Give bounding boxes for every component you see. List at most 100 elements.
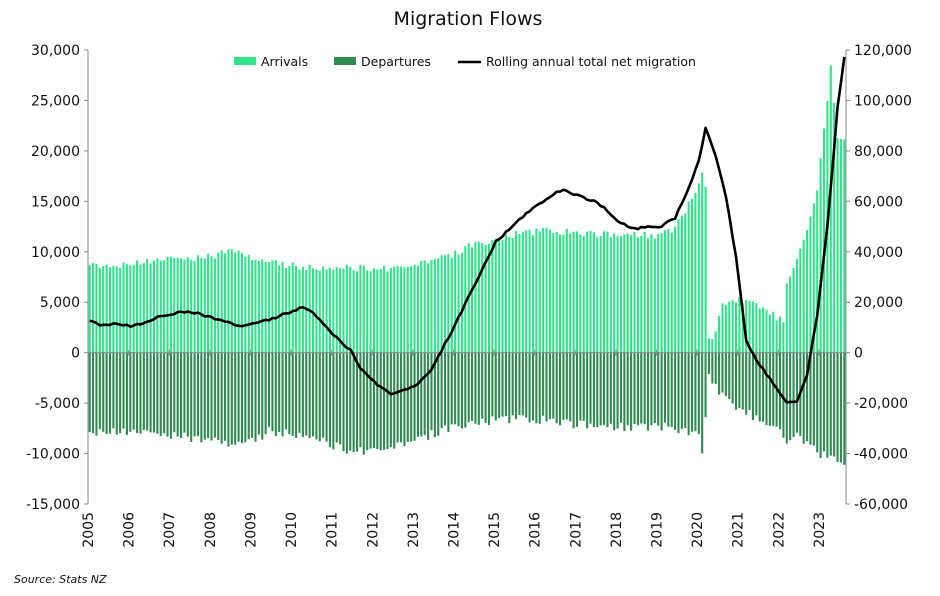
arrivals-bar: [481, 243, 484, 353]
arrivals-bar: [565, 228, 568, 353]
arrivals-bar: [129, 265, 132, 353]
arrivals-bar: [592, 232, 595, 353]
arrivals-bar: [728, 301, 731, 353]
departures-bar: [200, 352, 203, 443]
right-tick-label: 60,000: [854, 194, 903, 210]
arrivals-bar: [139, 264, 142, 353]
arrivals-bar: [751, 301, 754, 353]
departures-bar: [345, 352, 348, 454]
arrivals-bar: [176, 257, 179, 353]
departures-bar: [271, 352, 274, 432]
arrivals-bar: [714, 331, 717, 353]
arrivals-bar: [789, 276, 792, 353]
arrivals-bar: [274, 260, 277, 353]
departures-bar: [335, 352, 338, 443]
arrivals-bar: [596, 237, 599, 353]
right-tick-label: 20,000: [854, 295, 903, 311]
arrivals-bar: [376, 269, 379, 353]
arrivals-bar: [511, 237, 514, 353]
departures-bar: [504, 352, 507, 417]
departures-bar: [660, 352, 663, 431]
arrivals-bar: [386, 271, 389, 353]
arrivals-bar: [670, 232, 673, 353]
departures-bar: [423, 352, 426, 436]
arrivals-bar: [819, 158, 822, 353]
arrivals-bar: [518, 233, 521, 353]
arrivals-bar: [687, 201, 690, 353]
departures-bar: [548, 352, 551, 420]
x-tick-label: 2011: [325, 512, 341, 548]
arrivals-bar: [443, 255, 447, 353]
departures-bar: [650, 352, 653, 426]
arrivals-bar: [487, 243, 491, 353]
departures-bar: [203, 352, 206, 440]
departures-bar: [768, 352, 771, 426]
arrivals-bar: [332, 269, 335, 353]
arrivals-bar: [169, 256, 172, 353]
arrivals-bar: [707, 338, 710, 353]
departures-bar: [599, 352, 602, 426]
departures-bar: [136, 352, 139, 434]
departures-bar: [224, 352, 227, 441]
departures-bar: [603, 352, 606, 425]
arrivals-bar: [420, 260, 423, 353]
left-tick-label: 5,000: [40, 295, 80, 311]
arrivals-bar: [718, 315, 721, 353]
x-tick-label: 2018: [609, 512, 625, 548]
departures-bar: [230, 352, 233, 445]
arrivals-bar: [352, 270, 355, 353]
departures-bar: [626, 352, 629, 426]
departures-bar: [318, 352, 321, 442]
departures-bar: [173, 352, 176, 433]
departures-bar: [98, 352, 101, 430]
departures-bar: [88, 352, 91, 432]
departures-bar: [163, 352, 166, 434]
right-tick-label: 80,000: [854, 144, 903, 160]
arrivals-bar: [315, 269, 318, 353]
axes: [87, 50, 847, 504]
departures-bar: [237, 352, 240, 442]
departures-bar: [369, 352, 372, 449]
departures-bar: [176, 352, 179, 437]
departures-bar: [389, 352, 392, 448]
departures-bar: [704, 352, 707, 418]
net-migration-line: [89, 56, 846, 404]
arrivals-bar: [657, 233, 660, 353]
departures-bar: [125, 352, 128, 435]
departures-bar: [325, 352, 328, 442]
arrivals-bar: [643, 231, 646, 353]
arrivals-bar: [653, 238, 656, 353]
arrivals-bar: [311, 268, 315, 353]
departures-bar: [697, 352, 700, 435]
arrivals-bar: [555, 231, 558, 353]
departures-bar: [146, 352, 149, 431]
departures-bar: [606, 352, 609, 428]
arrivals-bar: [640, 235, 643, 353]
arrivals-bar: [183, 259, 186, 353]
departures-bar: [498, 352, 501, 418]
departures-bar: [616, 352, 619, 429]
arrivals-bar: [244, 256, 247, 353]
departures-bar: [403, 352, 406, 447]
arrivals-bar: [339, 268, 342, 353]
arrivals-bar: [738, 297, 741, 353]
departures-bar: [247, 352, 250, 440]
arrivals-bar: [389, 268, 392, 353]
departures-bar: [430, 352, 433, 431]
departures-bar: [139, 352, 142, 434]
arrivals-bar: [694, 193, 697, 353]
departures-bar: [352, 352, 355, 453]
arrivals-bar: [477, 241, 480, 353]
x-tick-label: 2019: [650, 512, 666, 548]
left-tick-label: 25,000: [31, 93, 80, 109]
x-tick-label: 2021: [731, 512, 747, 548]
departures-bar: [755, 352, 758, 416]
arrivals-bar: [772, 311, 775, 353]
right-tick-label: 120,000: [854, 43, 912, 59]
departures-bar: [420, 352, 423, 437]
departures-bar: [186, 352, 189, 437]
departures-bar: [582, 352, 585, 421]
departures-bar: [690, 352, 694, 432]
arrivals-bar: [494, 238, 497, 353]
